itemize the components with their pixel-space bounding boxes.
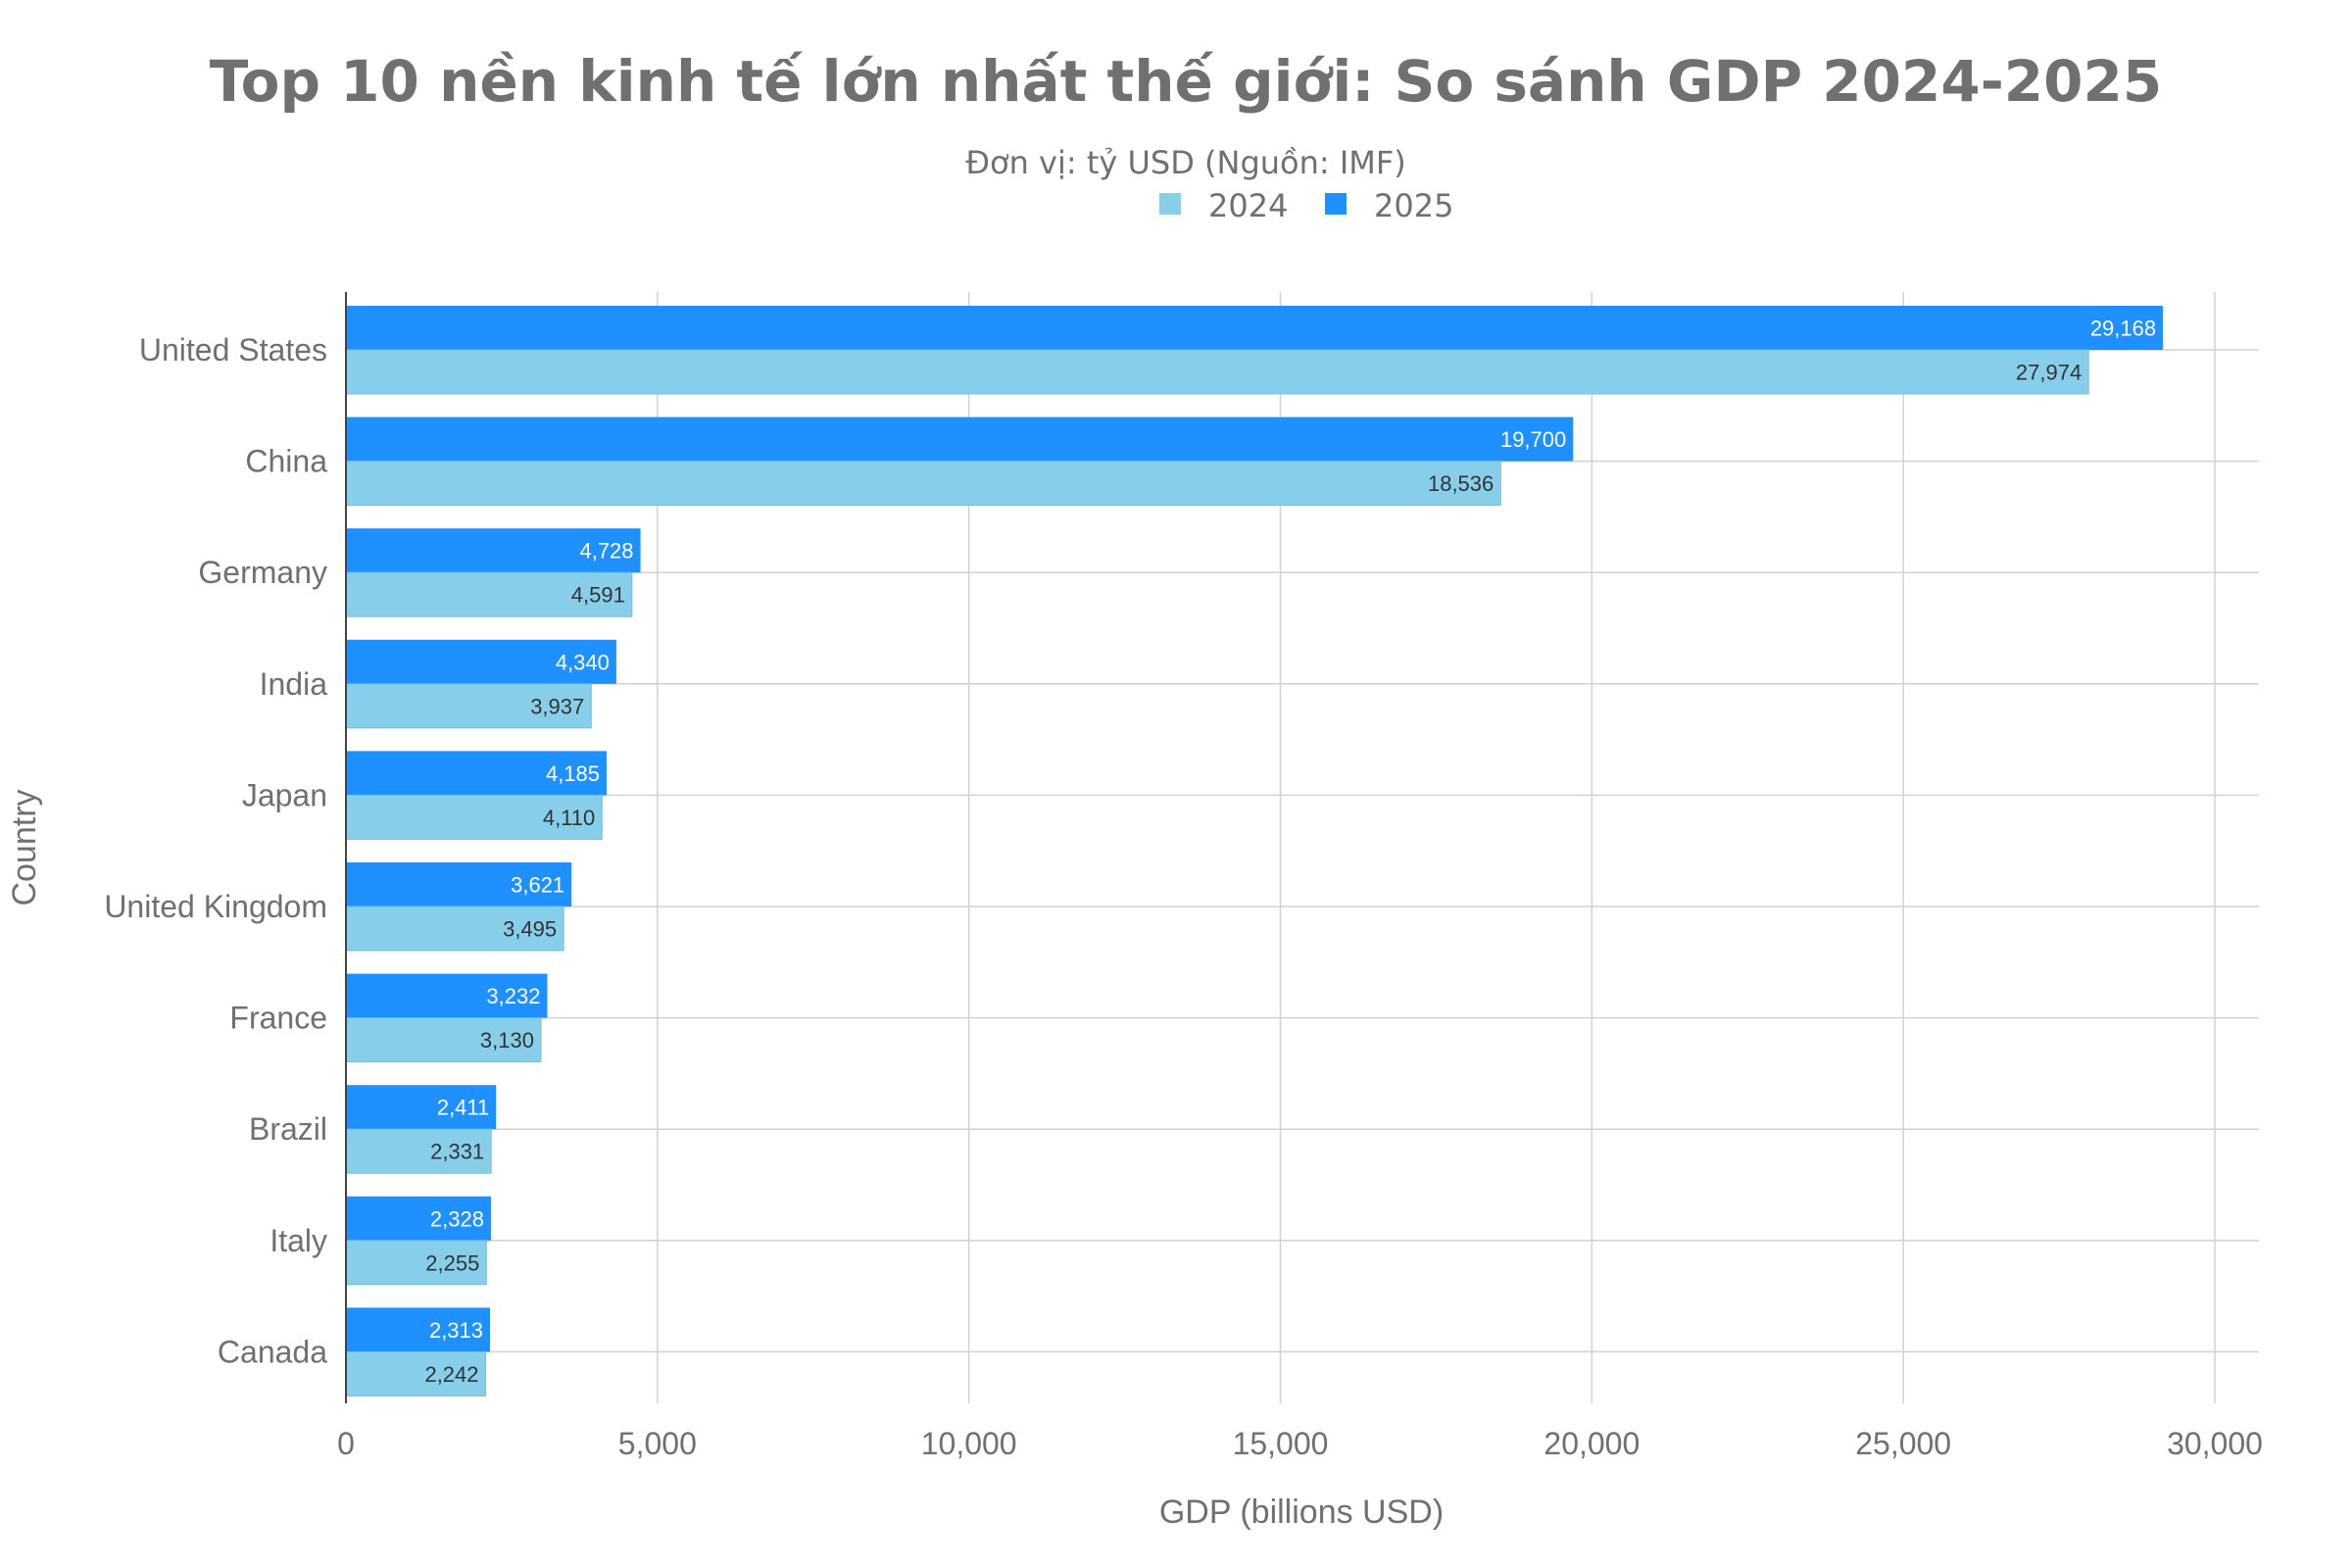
value-label-united-kingdom-2025: 3,621 [511,873,564,898]
legend-item-2024[interactable]: 2024 [1159,187,1288,224]
category-label-france: France [229,1001,327,1036]
x-tick-label: 30,000 [2167,1426,2263,1461]
x-tick-label: 10,000 [921,1426,1017,1461]
bar-italy-2024[interactable] [345,1240,487,1286]
x-tick-labels: 0 5,000 10,000 15,000 20,000 25,000 30,000 [337,1426,2263,1461]
bar-brazil-2025[interactable] [346,1085,497,1130]
bar-united-states-2025[interactable] [346,306,2164,350]
chart-title: Top 10 nền kinh tế lớn nhất thế giới: So… [210,48,2162,115]
bars [345,306,2164,1396]
category-label-brazil: Brazil [249,1111,327,1147]
bar-france-2025[interactable] [346,973,548,1018]
bar-united-states-2024[interactable] [345,349,2089,395]
bar-united-kingdom-2024[interactable] [345,906,564,952]
value-label-china-2024: 18,536 [1428,471,1494,496]
bar-india-2025[interactable] [346,639,616,684]
x-tick-label: 0 [337,1426,355,1461]
value-label-china-2025: 19,700 [1500,427,1566,452]
value-label-japan-2024: 4,110 [543,806,595,830]
category-label-united-kingdom: United Kingdom [104,889,327,924]
bar-japan-2025[interactable] [346,751,608,796]
value-label-canada-2025: 2,313 [429,1318,483,1343]
value-label-france-2024: 3,130 [480,1028,534,1053]
value-label-canada-2024: 2,242 [424,1362,478,1387]
value-label-brazil-2024: 2,331 [430,1140,484,1164]
category-label-india: India [260,666,328,702]
legend-label-2025: 2025 [1374,187,1453,224]
category-label-china: China [245,444,327,479]
category-label-germany: Germany [198,555,327,590]
x-axis-title: GDP (billions USD) [1159,1494,1444,1531]
bar-china-2024[interactable] [345,461,1501,507]
x-tick-label: 15,000 [1233,1426,1329,1461]
bar-china-2025[interactable] [346,416,1574,462]
legend-swatch-2024 [1159,193,1181,215]
value-label-india-2025: 4,340 [556,650,610,674]
y-axis-title: Country [6,789,43,906]
value-label-germany-2025: 4,728 [579,539,633,564]
value-label-brazil-2025: 2,411 [437,1096,489,1120]
x-tick-label: 25,000 [1855,1426,1951,1461]
category-labels: United States China Germany India Japan Unite… [104,332,327,1369]
legend: 2024 2025 [1159,187,1453,224]
bar-canada-2025[interactable] [346,1307,491,1352]
chart-subtitle: Đơn vị: tỷ USD (Nguồn: IMF) [965,144,1406,181]
bar-germany-2025[interactable] [346,528,641,573]
value-label-india-2024: 3,937 [530,694,584,718]
bar-brazil-2024[interactable] [345,1128,492,1174]
category-label-italy: Italy [270,1223,327,1258]
bar-united-kingdom-2025[interactable] [346,862,572,906]
category-label-united-states: United States [139,332,327,368]
grid [345,292,2259,1403]
x-tick-label: 5,000 [618,1426,697,1461]
value-label-france-2025: 3,232 [486,984,540,1008]
value-label-japan-2025: 4,185 [546,761,600,786]
legend-item-2025[interactable]: 2025 [1325,187,1453,224]
x-tick-label: 20,000 [1544,1426,1640,1461]
value-label-united-kingdom-2024: 3,495 [503,917,557,942]
value-label-italy-2024: 2,255 [425,1250,479,1275]
bar-france-2024[interactable] [345,1017,542,1063]
value-label-united-states-2024: 27,974 [2016,361,2082,385]
value-label-italy-2025: 2,328 [430,1206,484,1231]
value-label-germany-2024: 4,591 [571,583,625,608]
bar-italy-2025[interactable] [346,1196,491,1241]
category-label-japan: Japan [242,777,327,812]
value-label-united-states-2025: 29,168 [2090,317,2156,341]
legend-swatch-2025 [1325,193,1347,215]
legend-label-2024: 2024 [1208,187,1288,224]
category-label-canada: Canada [218,1334,327,1369]
